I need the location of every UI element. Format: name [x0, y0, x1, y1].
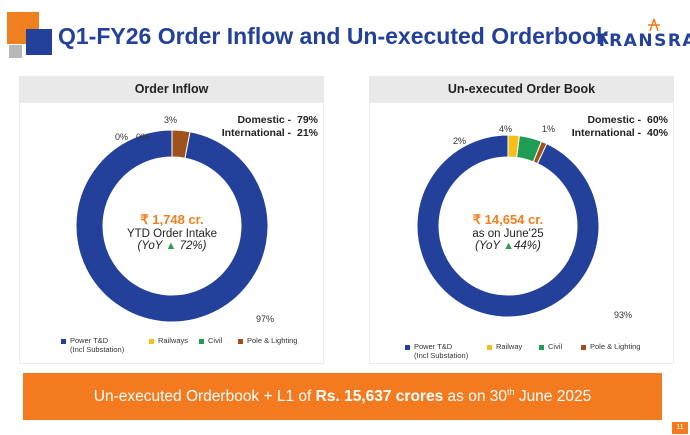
slice-label-railways: 0%	[136, 132, 150, 142]
legend-item-power: Power T&D (Incl Substation)	[61, 336, 124, 354]
orderbook-banner: Un-executed Orderbook + L1 of Rs. 15,637…	[23, 373, 662, 420]
unexecuted-orderbook-subtitle: as on June'25	[472, 228, 544, 240]
yoy-value: 44%)	[513, 240, 541, 252]
up-triangle-icon: ▲	[165, 240, 177, 252]
up-triangle-icon: ▲	[503, 240, 514, 252]
legend-swatch	[487, 344, 492, 350]
unexecuted-orderbook-amount: ₹ 14,654 cr.	[472, 212, 544, 227]
banner-superscript: th	[506, 386, 515, 397]
unexecuted-orderbook-yoy: (YoY ▲44%)	[458, 240, 558, 252]
international-split: International - 40%	[572, 127, 668, 139]
order-inflow-amount: ₹ 1,748 cr.	[140, 212, 204, 227]
donut-slice-pole	[532, 140, 548, 165]
slice-label-civil: 4%	[499, 124, 513, 134]
legend-item-railway: Railway	[487, 342, 522, 351]
unexecuted-orderbook-title: Un-executed Order Book	[369, 76, 674, 102]
brand-logo: TRANSRAIL	[596, 17, 690, 51]
order-inflow-body	[19, 102, 324, 364]
order-inflow-center: ₹ 1,748 cr. YTD Order Intake (YoY ▲ 72%)	[122, 212, 222, 252]
unexecuted-orderbook-body	[369, 102, 674, 364]
legend-item-pole: Pole & Lighting	[238, 336, 297, 345]
domestic-split: Domestic - 79%	[237, 114, 318, 126]
yoy-value: 72%)	[179, 240, 207, 252]
international-split: International - 21%	[222, 127, 318, 139]
legend-swatch	[149, 338, 154, 344]
yoy-prefix: (YoY	[475, 240, 500, 252]
legend-label: Civil	[208, 336, 223, 345]
order-inflow-donut	[75, 129, 269, 323]
slice-label-pole: 1%	[542, 124, 556, 134]
donut-slice-power	[75, 129, 269, 323]
slice-label-power: 97%	[256, 314, 275, 324]
legend-label: Civil	[548, 342, 563, 351]
page-number: 11	[672, 422, 688, 434]
slice-label-civil: 0%	[115, 132, 129, 142]
order-inflow-title: Order Inflow	[19, 76, 324, 102]
legend-item-civil: Civil	[199, 336, 222, 345]
legend-swatch	[61, 338, 66, 344]
donut-slice-power	[416, 134, 600, 318]
domestic-label: Domestic -	[587, 114, 642, 126]
order-inflow-subtitle: YTD Order Intake	[126, 228, 218, 240]
yoy-prefix: (YoY	[137, 240, 163, 252]
banner-date-prefix: as on 30	[447, 388, 507, 405]
donut-slice-pole	[171, 129, 191, 159]
legend-item-civil: Civil	[539, 342, 562, 351]
international-label: International -	[221, 127, 292, 139]
domestic-label: Domestic -	[237, 114, 292, 126]
order-inflow-panel: Order Inflow Domestic - 79% Internationa…	[19, 76, 324, 364]
international-value: 21%	[296, 127, 318, 139]
domestic-value: 79%	[296, 114, 318, 126]
international-label: International -	[571, 127, 642, 139]
logo-square-blue	[26, 29, 52, 55]
domestic-value: 60%	[646, 114, 668, 126]
page-title: Q1-FY26 Order Inflow and Un-executed Ord…	[58, 23, 609, 49]
unexecuted-orderbook-donut	[416, 134, 600, 318]
legend-item-railways: Railways	[149, 336, 188, 345]
slice-label-pole: 3%	[164, 115, 178, 125]
legend-item-pole: Pole & Lighting	[581, 342, 640, 351]
slice-label-power: 93%	[614, 310, 633, 320]
international-value: 40%	[646, 127, 668, 139]
tower-icon	[648, 18, 660, 32]
order-inflow-yoy: (YoY ▲ 72%)	[122, 240, 222, 252]
banner-crores: crores	[395, 388, 444, 405]
legend-label: Pole & Lighting	[590, 342, 641, 351]
banner-prefix: Un-executed Orderbook + L1 of	[93, 388, 312, 405]
legend-label: Power T&D	[70, 336, 109, 345]
banner-date-suffix: June 2025	[518, 388, 592, 405]
legend-label-2: (Incl Substation)	[414, 351, 469, 360]
logo-square-grey	[9, 45, 22, 58]
banner-amount: Rs. 15,637	[315, 388, 392, 405]
legend-label: Railways	[158, 336, 189, 345]
legend-swatch	[405, 344, 410, 350]
unexecuted-orderbook-center: ₹ 14,654 cr. as on June'25 (YoY ▲44%)	[458, 212, 558, 252]
legend-swatch	[581, 344, 586, 350]
legend-label: Power T&D	[414, 342, 453, 351]
legend-swatch	[539, 344, 544, 350]
slice-label-railway: 2%	[453, 136, 467, 146]
legend-label: Railway	[496, 342, 523, 351]
legend-label-2: (Incl Substation)	[70, 345, 125, 354]
legend-swatch	[238, 338, 243, 344]
legend-swatch	[199, 338, 204, 344]
domestic-split: Domestic - 60%	[587, 114, 668, 126]
legend-label: Pole & Lighting	[247, 336, 298, 345]
brand-name: TRANSRAIL	[596, 31, 690, 51]
unexecuted-orderbook-panel: Un-executed Order Book Domestic - 60% In…	[369, 76, 674, 364]
legend-item-power: Power T&D (Incl Substation)	[405, 342, 468, 360]
